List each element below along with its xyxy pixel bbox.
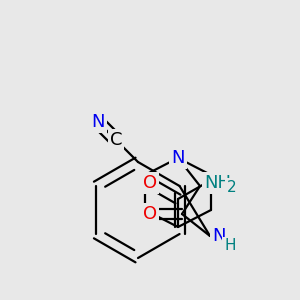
Text: O: O [143, 174, 157, 192]
Text: N: N [171, 149, 185, 167]
Text: NH: NH [204, 174, 231, 192]
Text: H: H [224, 238, 236, 253]
Text: O: O [143, 205, 157, 223]
Text: N: N [91, 113, 105, 131]
Text: 2: 2 [227, 179, 237, 194]
Text: N: N [212, 227, 226, 245]
Text: C: C [110, 131, 122, 149]
